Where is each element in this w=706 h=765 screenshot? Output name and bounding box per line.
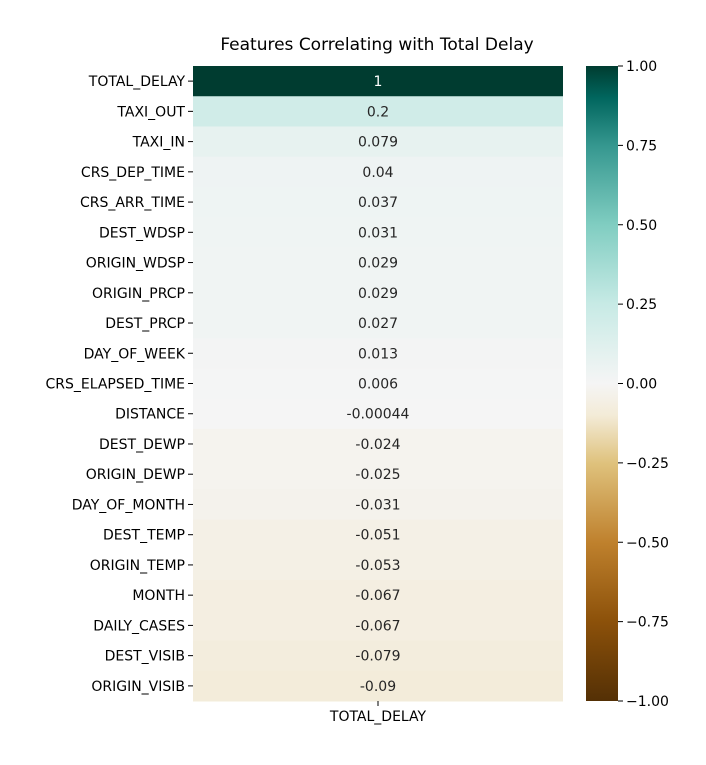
heatmap-cell (193, 428, 563, 460)
cell-value-label: 0.006 (358, 377, 398, 393)
cell-value-label: -0.051 (355, 528, 400, 544)
row-label: DAY_OF_WEEK (84, 346, 186, 362)
cell-value-label: -0.025 (355, 467, 400, 483)
heatmap-cell (193, 519, 563, 551)
cell-value-label: 0.029 (358, 256, 398, 272)
row-label: TOTAL_DELAY (88, 74, 186, 90)
cell-value-label: 0.2 (367, 104, 389, 120)
row-label: DAILY_CASES (93, 618, 185, 634)
heatmap-cell (193, 368, 563, 400)
cell-value-label: -0.024 (355, 437, 400, 453)
row-label: DISTANCE (115, 407, 185, 423)
heatmap-cell (193, 156, 563, 188)
heatmap-cell (193, 217, 563, 248)
colorbar (586, 66, 618, 701)
cell-value-label: -0.079 (355, 649, 400, 665)
colorbar-tick-label: −0.50 (626, 535, 669, 551)
cell-value-label: -0.00044 (347, 407, 410, 423)
heatmap-cell (193, 640, 563, 672)
colorbar-ticks: 1.00 0.75 0.50 0.25 0.00 −0.25 −0.50 −0.75 −1.00 (618, 59, 669, 710)
row-label: CRS_ELAPSED_TIME (46, 377, 186, 393)
row-labels: TOTAL_DELAY TAXI_OUT TAXI_IN CRS_DEP_TIME CR… (46, 74, 193, 695)
row-label: TAXI_IN (132, 135, 185, 151)
row-label: DEST_PRCP (105, 316, 185, 332)
cell-value-label: 0.027 (358, 316, 398, 332)
cell-value-label: -0.09 (360, 679, 396, 695)
heatmap-cells: 1 0.2 0.079 0.04 0.037 0.031 0.029 0.029 0.027 0.… (193, 66, 563, 702)
heatmap-cell (193, 307, 563, 339)
colorbar-tick-label: −0.25 (626, 456, 669, 472)
heatmap-cell (193, 247, 563, 279)
heatmap-cell (193, 126, 563, 158)
heatmap-cell (193, 549, 563, 581)
colorbar-tick-label: 0.75 (626, 138, 657, 154)
row-label: ORIGIN_VISIB (91, 679, 185, 695)
cell-value-label: -0.067 (355, 588, 400, 604)
colorbar-tick-label: 0.50 (626, 218, 657, 234)
heatmap-cell (193, 489, 563, 521)
colorbar-tick-label: 1.00 (626, 59, 657, 75)
row-label: DAY_OF_MONTH (72, 497, 185, 513)
row-label: TAXI_OUT (116, 104, 185, 120)
row-label: ORIGIN_PRCP (92, 286, 185, 302)
cell-value-label: 0.079 (358, 135, 398, 151)
cell-value-label: -0.067 (355, 618, 400, 634)
heatmap-cell (193, 610, 563, 642)
row-label: ORIGIN_WDSP (86, 256, 185, 272)
row-label: CRS_DEP_TIME (81, 165, 185, 181)
row-label: DEST_TEMP (103, 528, 185, 544)
x-tick-label: TOTAL_DELAY (329, 709, 427, 725)
heatmap-cell (193, 398, 563, 430)
cell-value-label: -0.031 (355, 497, 400, 513)
row-label: CRS_ARR_TIME (80, 195, 185, 211)
row-label: DEST_VISIB (105, 649, 185, 665)
row-label: MONTH (132, 588, 185, 604)
colorbar-tick-label: −1.00 (626, 694, 669, 710)
cell-value-label: 0.013 (358, 346, 398, 362)
heatmap-cell (193, 186, 563, 218)
cell-value-label: -0.053 (355, 558, 400, 574)
colorbar-tick-label: 0.00 (626, 377, 657, 393)
column-labels: TOTAL_DELAY (329, 701, 427, 725)
row-label: DEST_WDSP (99, 225, 185, 241)
heatmap-cell (193, 580, 563, 611)
heatmap-cell (193, 277, 563, 309)
cell-value-label: 0.029 (358, 286, 398, 302)
row-label: ORIGIN_TEMP (90, 558, 185, 574)
cell-value-label: 0.037 (358, 195, 398, 211)
colorbar-tick-label: −0.75 (626, 615, 669, 631)
heatmap-cell (193, 96, 563, 127)
colorbar-tick-label: 0.25 (626, 297, 657, 313)
cell-value-label: 1 (374, 74, 383, 90)
row-label: ORIGIN_DEWP (86, 467, 185, 483)
cell-value-label: 0.04 (362, 165, 393, 181)
heatmap-cell (193, 66, 563, 97)
cell-value-label: 0.031 (358, 225, 398, 241)
heatmap-cell (193, 670, 563, 702)
chart-title: Features Correlating with Total Delay (220, 35, 533, 55)
heatmap-cell (193, 338, 563, 369)
heatmap-cell (193, 459, 563, 490)
row-label: DEST_DEWP (99, 437, 185, 453)
